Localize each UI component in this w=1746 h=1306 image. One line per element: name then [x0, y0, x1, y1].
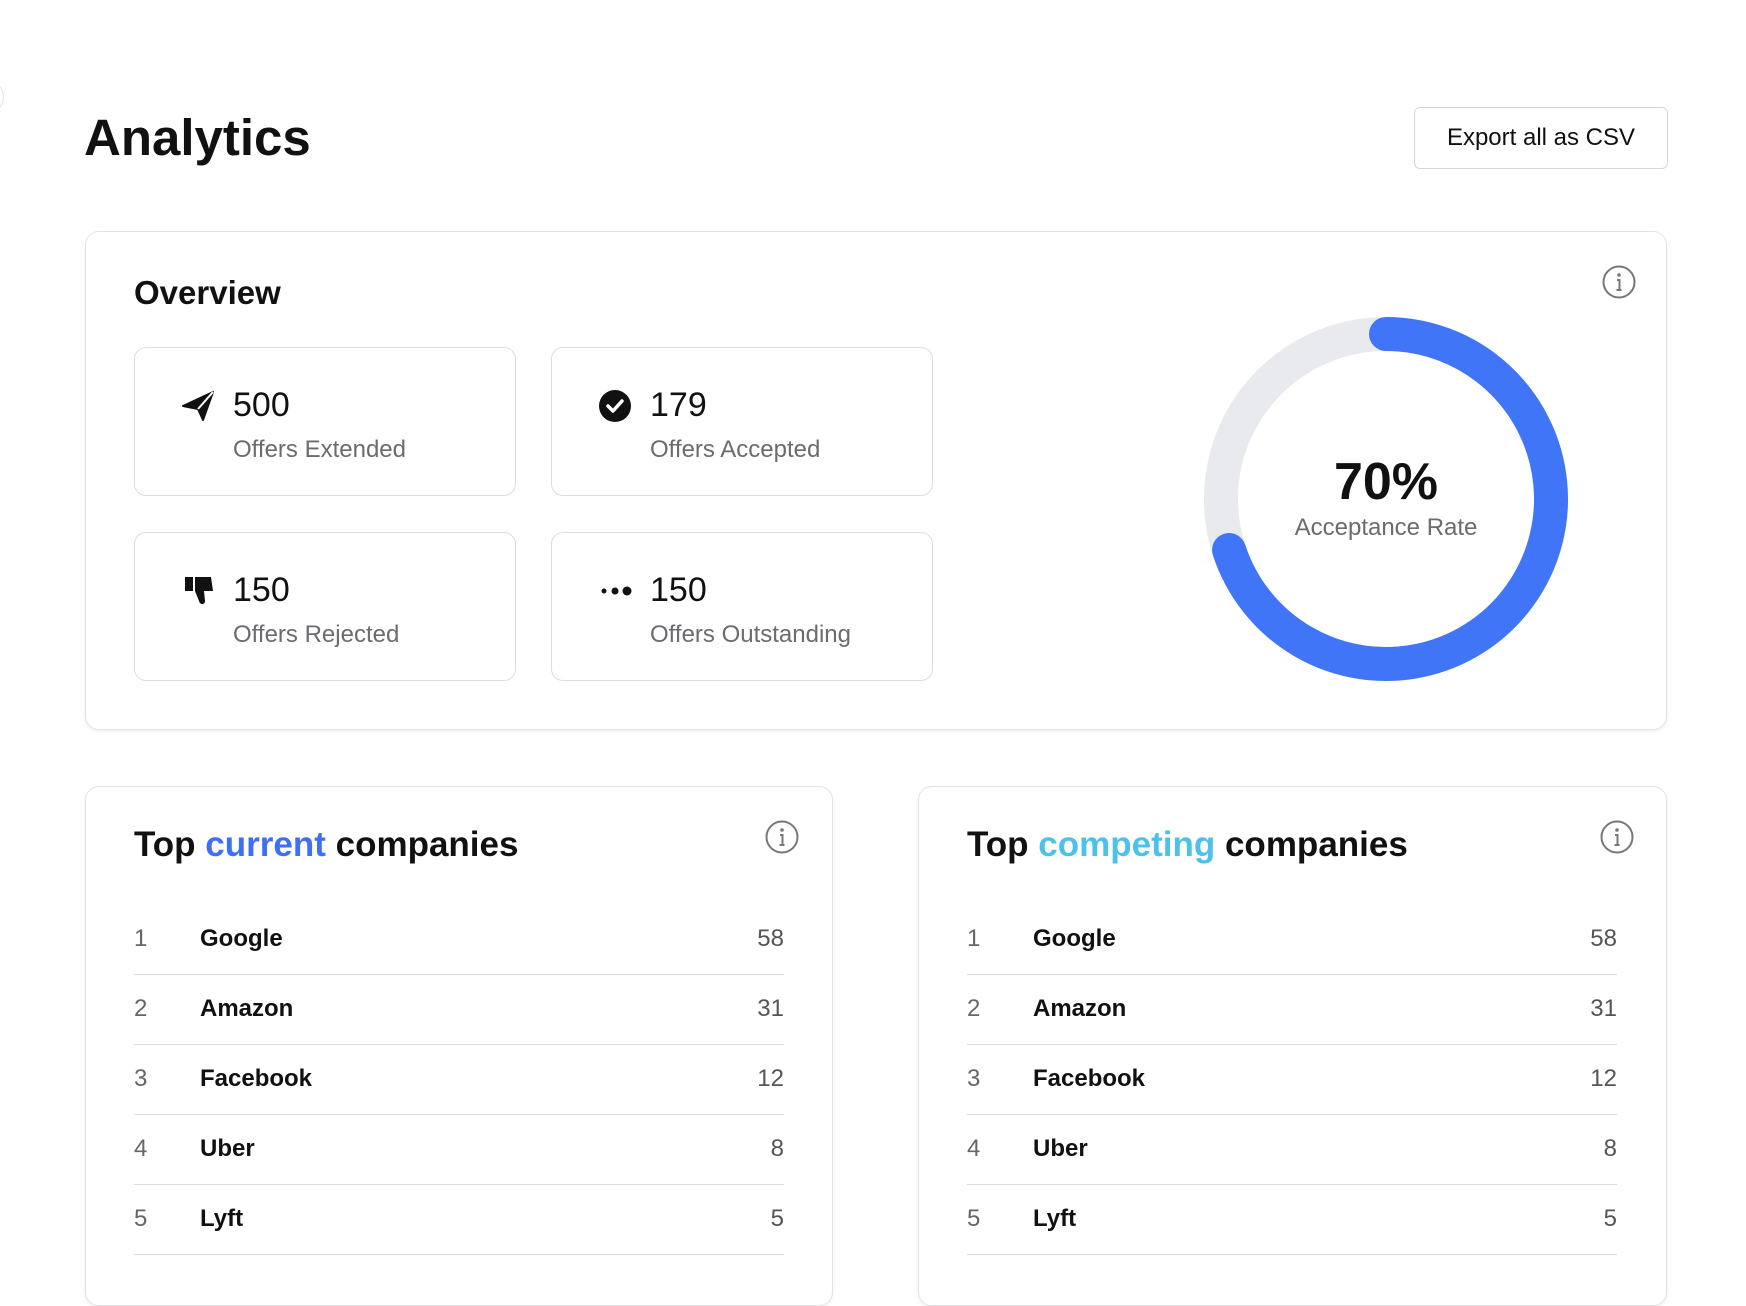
- company-name: Lyft: [1033, 1205, 1077, 1232]
- page-title: Analytics: [84, 109, 311, 166]
- row-divider: [967, 1043, 1617, 1045]
- company-name: Google: [1033, 925, 1116, 952]
- title-word: Top: [134, 825, 196, 864]
- list-row: 2 Amazon 31: [967, 975, 1617, 1045]
- stat-icon: [601, 586, 632, 596]
- list-row: 5 Lyft 5: [967, 1185, 1617, 1255]
- company-name: Uber: [200, 1135, 255, 1162]
- rank: 1: [134, 925, 148, 952]
- rank: 1: [967, 925, 981, 952]
- overview-card: Overview 70% Acceptance Rate 500 Offers E…: [85, 231, 1667, 730]
- company-count: 31: [757, 995, 784, 1022]
- stat-label: Offers Rejected: [233, 621, 400, 648]
- export-button[interactable]: Export all as CSV: [1414, 107, 1668, 169]
- list-row: 1 Google 58: [134, 905, 784, 975]
- company-name: Facebook: [200, 1065, 313, 1092]
- stat-card: 150 Offers Outstanding: [551, 532, 933, 681]
- company-count: 58: [1590, 925, 1617, 952]
- company-count: 8: [770, 1135, 784, 1162]
- row-divider: [967, 973, 1617, 975]
- company-name: Amazon: [200, 995, 294, 1022]
- company-count: 58: [757, 925, 784, 952]
- info-icon[interactable]: [764, 819, 800, 855]
- stat-label: Offers Outstanding: [650, 621, 851, 648]
- title-word: companies: [1224, 825, 1408, 864]
- card-title: Top current companies: [134, 825, 518, 865]
- list-row: 2 Amazon 31: [134, 975, 784, 1045]
- list-row: 5 Lyft 5: [134, 1185, 784, 1255]
- company-count: 31: [1590, 995, 1617, 1022]
- stat-icon: [185, 577, 213, 604]
- acceptance-donut: [1204, 317, 1568, 681]
- company-count: 5: [770, 1205, 784, 1232]
- card-title: Overview: [134, 274, 281, 311]
- stat-value: 150: [650, 571, 707, 609]
- stat-label: Offers Accepted: [650, 436, 821, 463]
- edge-control: [0, 80, 4, 114]
- company-count: 8: [1603, 1135, 1617, 1162]
- company-name: Uber: [1033, 1135, 1088, 1162]
- stat-label: Offers Extended: [233, 436, 406, 463]
- stat-value: 500: [233, 386, 290, 424]
- competing-companies-card: Top competing companies 1 Google 58 2 Amazon 3…: [918, 786, 1667, 1306]
- row-divider: [134, 1183, 784, 1185]
- title-word: Top: [967, 825, 1029, 864]
- stat-icon: [182, 391, 214, 421]
- stat-card: 150 Offers Rejected: [134, 532, 516, 681]
- list-row: 1 Google 58: [967, 905, 1617, 975]
- rank: 3: [967, 1065, 981, 1092]
- list-row: 4 Uber 8: [134, 1115, 784, 1185]
- card-title: Top competing companies: [967, 825, 1408, 865]
- company-name: Facebook: [1033, 1065, 1146, 1092]
- rank: 4: [134, 1135, 148, 1162]
- stat-icon: [599, 390, 631, 422]
- info-icon[interactable]: [1599, 819, 1635, 855]
- rate-label: Acceptance Rate: [1294, 514, 1478, 541]
- row-divider: [967, 1183, 1617, 1185]
- title-word: current: [205, 825, 326, 864]
- rank: 2: [967, 995, 981, 1022]
- rank: 3: [134, 1065, 148, 1092]
- row-divider: [967, 1253, 1617, 1255]
- row-divider: [134, 973, 784, 975]
- row-divider: [134, 1253, 784, 1255]
- stat-value: 150: [233, 571, 290, 609]
- rate-value: 70%: [1333, 453, 1439, 511]
- company-name: Lyft: [200, 1205, 244, 1232]
- stat-card: 179 Offers Accepted: [551, 347, 933, 496]
- rank: 2: [134, 995, 148, 1022]
- rank: 4: [967, 1135, 981, 1162]
- row-divider: [967, 1113, 1617, 1115]
- company-count: 5: [1603, 1205, 1617, 1232]
- list-row: 3 Facebook 12: [967, 1045, 1617, 1115]
- title-word: competing: [1038, 825, 1216, 864]
- stat-card: 500 Offers Extended: [134, 347, 516, 496]
- stat-value: 179: [650, 386, 707, 424]
- row-divider: [134, 1043, 784, 1045]
- donut-arc: [1212, 317, 1568, 681]
- rank: 5: [967, 1205, 981, 1232]
- row-divider: [134, 1113, 784, 1115]
- list-row: 4 Uber 8: [967, 1115, 1617, 1185]
- company-count: 12: [757, 1065, 784, 1092]
- company-name: Amazon: [1033, 995, 1127, 1022]
- company-name: Google: [200, 925, 283, 952]
- title-word: companies: [335, 825, 519, 864]
- current-companies-card: Top current companies 1 Google 58 2 Amazon 31 3…: [85, 786, 833, 1306]
- rank: 5: [134, 1205, 148, 1232]
- company-count: 12: [1590, 1065, 1617, 1092]
- list-row: 3 Facebook 12: [134, 1045, 784, 1115]
- page: Analytics Export all as CSV Overview 70%…: [0, 80, 1668, 1306]
- info-icon[interactable]: [1601, 264, 1637, 300]
